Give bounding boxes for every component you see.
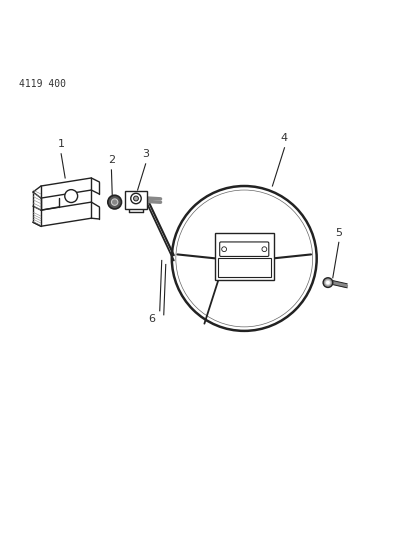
FancyBboxPatch shape bbox=[125, 191, 147, 208]
Circle shape bbox=[111, 199, 118, 205]
FancyBboxPatch shape bbox=[220, 242, 269, 256]
Circle shape bbox=[176, 190, 313, 327]
Text: 6: 6 bbox=[148, 314, 155, 324]
Text: 2: 2 bbox=[108, 155, 115, 165]
Circle shape bbox=[262, 247, 267, 252]
Text: 1: 1 bbox=[58, 139, 64, 149]
FancyBboxPatch shape bbox=[218, 257, 271, 277]
Circle shape bbox=[65, 190, 78, 203]
Circle shape bbox=[323, 278, 333, 287]
Circle shape bbox=[172, 186, 317, 331]
Text: 4119 400: 4119 400 bbox=[19, 79, 66, 90]
Circle shape bbox=[222, 247, 226, 252]
Circle shape bbox=[133, 196, 138, 201]
Circle shape bbox=[131, 193, 141, 204]
Text: 4: 4 bbox=[281, 133, 288, 143]
Circle shape bbox=[108, 195, 122, 209]
Text: 3: 3 bbox=[142, 149, 149, 159]
Circle shape bbox=[326, 280, 330, 285]
FancyBboxPatch shape bbox=[215, 233, 274, 280]
Text: 5: 5 bbox=[335, 228, 342, 238]
